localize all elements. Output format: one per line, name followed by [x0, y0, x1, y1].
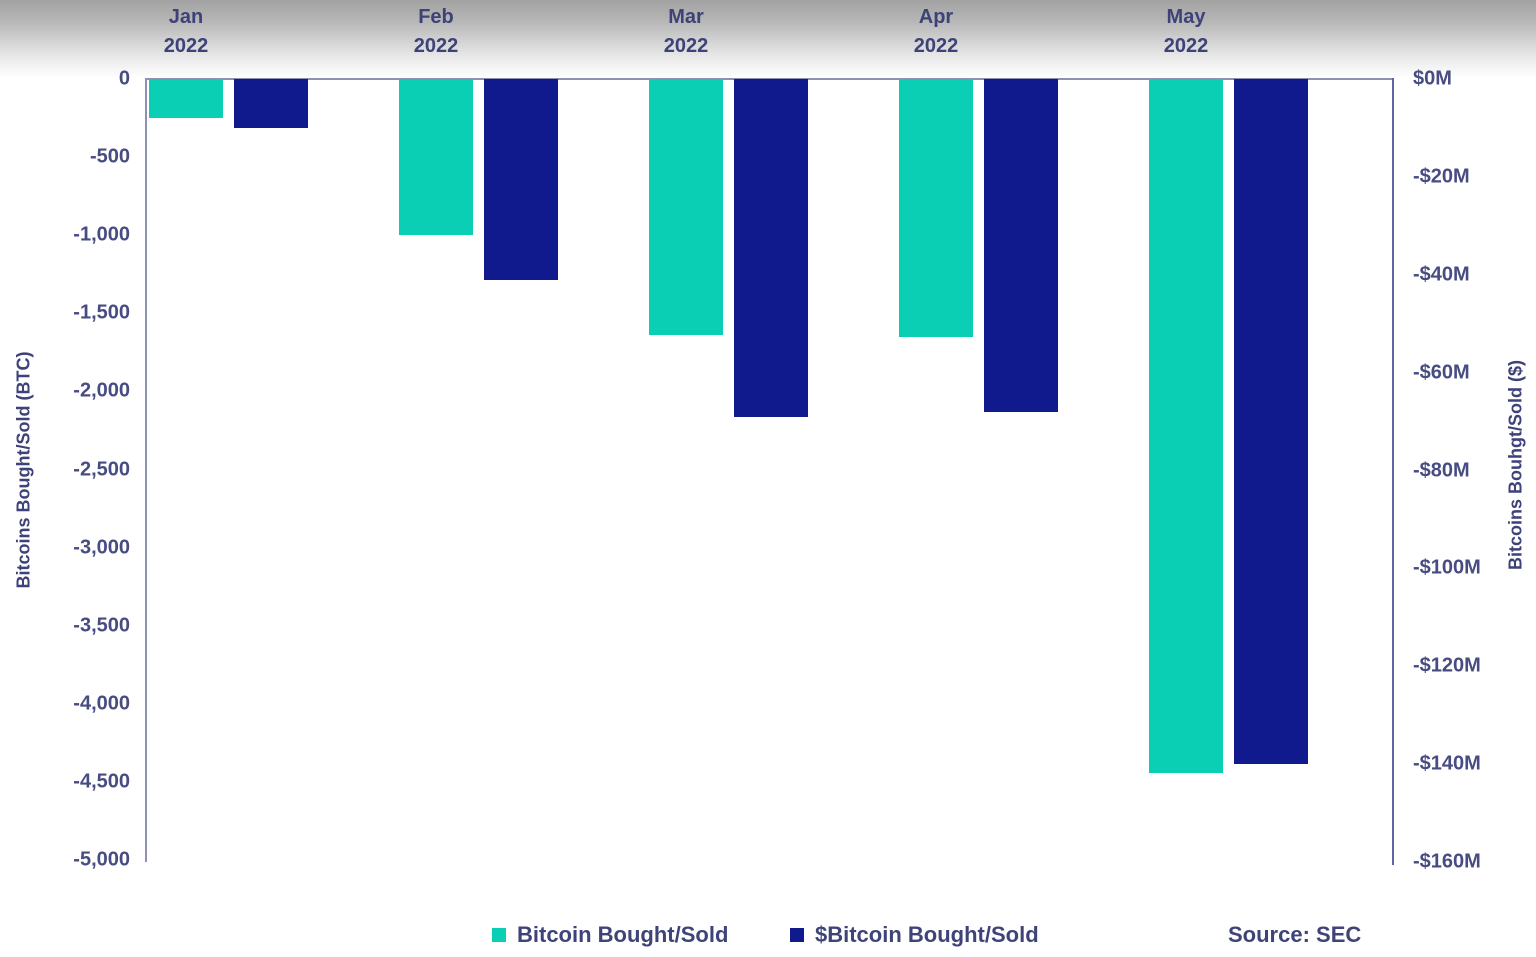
- bar-may-usd: [1234, 79, 1308, 764]
- left-axis-line: [145, 78, 147, 862]
- left-tick-1000: -1,000: [73, 223, 130, 246]
- bar-jan-usd: [234, 79, 308, 128]
- right-tick-80M: -$80M: [1413, 459, 1470, 481]
- source-note: Source: SEC: [1228, 922, 1362, 947]
- bar-jan-btc: [149, 79, 223, 118]
- left-tick-3000: -3,000: [73, 536, 130, 559]
- bar-feb-btc: [399, 79, 473, 235]
- left-tick-4000: -4,000: [73, 692, 130, 715]
- bar-may-btc: [1149, 79, 1223, 773]
- bar-feb-usd: [484, 79, 558, 280]
- bar-mar-usd: [734, 79, 808, 417]
- right-tick-20M: -$20M: [1413, 165, 1470, 188]
- right-axis-line: [1392, 78, 1394, 865]
- top-gradient-band: [0, 0, 1536, 78]
- left-tick-2500: -2,500: [73, 458, 130, 480]
- right-tick-120M: -$120M: [1413, 654, 1481, 677]
- right-tick-40M: -$40M: [1413, 263, 1470, 286]
- month-label-may: May 2022: [1163, 6, 1209, 57]
- right-tick-60M: -$60M: [1413, 361, 1470, 384]
- left-tick-5000: -5,000: [73, 848, 130, 871]
- right-axis-title: Bitcoins Bouhgt/Sold ($): [1505, 360, 1526, 570]
- right-tick-100M: -$100M: [1413, 556, 1481, 579]
- legend-item-usd: $Bitcoin Bought/Sold: [790, 922, 1039, 948]
- month-label-mar: Mar 2022: [663, 6, 709, 57]
- right-tick-140M: -$140M: [1413, 752, 1481, 775]
- left-tick-2000: -2,000: [73, 379, 130, 402]
- right-tick-160M: -$160M: [1413, 850, 1481, 873]
- month-label-feb: Feb 2022: [413, 6, 459, 57]
- legend-label-usd: $Bitcoin Bought/Sold: [815, 922, 1039, 947]
- bar-mar-btc: [649, 79, 723, 335]
- left-tick-0: 0: [118, 67, 130, 90]
- bar-apr-usd: [984, 79, 1058, 412]
- legend-swatch-navy: [790, 928, 804, 942]
- left-tick-500: -500: [89, 145, 130, 168]
- left-tick-4500: -4,500: [73, 770, 130, 793]
- left-axis-title: Bitcoins Bought/Sold (BTC): [13, 351, 34, 589]
- month-label-jan: Jan 2022: [163, 6, 209, 57]
- left-tick-1500: -1,500: [73, 301, 130, 324]
- bar-apr-btc: [899, 79, 973, 337]
- right-tick-0M: $0M: [1413, 67, 1452, 90]
- legend-item-btc: Bitcoin Bought/Sold: [492, 922, 728, 948]
- legend-label-btc: Bitcoin Bought/Sold: [517, 922, 729, 947]
- left-tick-3500: -3,500: [73, 614, 130, 637]
- month-label-apr: Apr 2022: [913, 6, 959, 57]
- legend-swatch-teal: [492, 928, 506, 942]
